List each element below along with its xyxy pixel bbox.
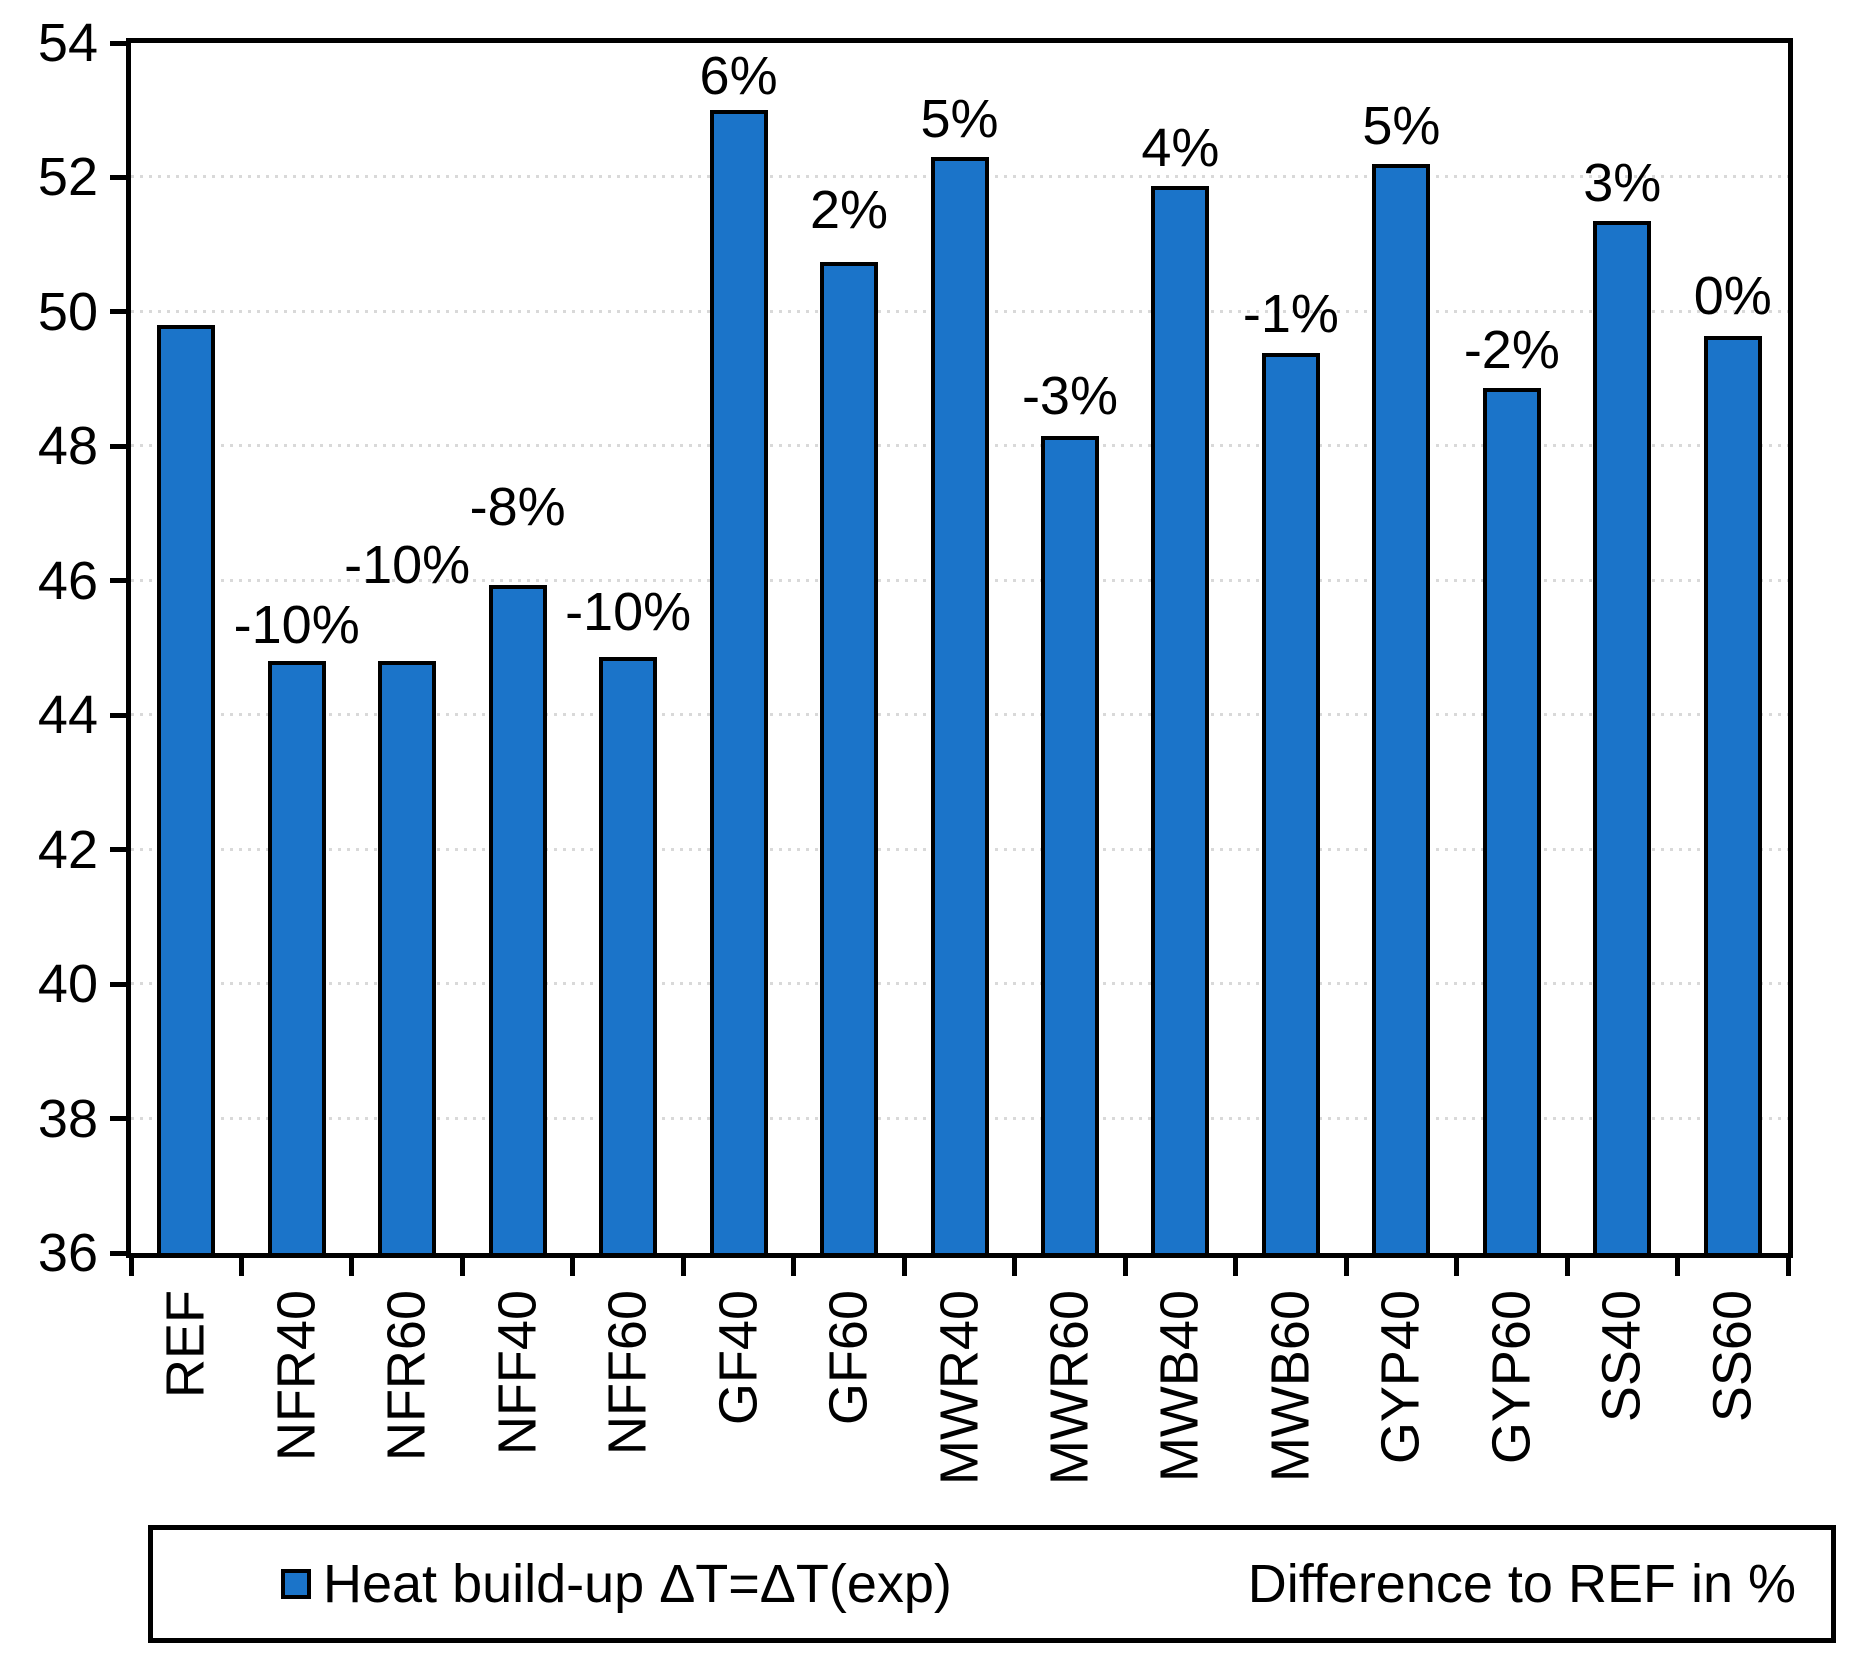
bar-GYP40 xyxy=(1372,164,1431,1253)
bar-label-MWR60: -3% xyxy=(1021,366,1118,427)
x-axis-tick-9 xyxy=(1122,1258,1128,1276)
bar-label-GYP40: 5% xyxy=(1362,96,1441,156)
y-axis-tick-54 xyxy=(110,40,131,46)
x-axis-tick-14 xyxy=(1675,1258,1681,1276)
bar-NFR60 xyxy=(378,661,437,1253)
y-axis-tick-36 xyxy=(110,1250,131,1256)
x-axis-label-MWB60: MWB60 xyxy=(1260,1290,1321,1483)
x-axis-label-NFF60: NFF60 xyxy=(597,1290,658,1456)
bar-label-SS60: 0% xyxy=(1693,266,1772,327)
bar-label-MWB40: 4% xyxy=(1141,117,1220,178)
x-axis-label-SS40: SS40 xyxy=(1591,1290,1652,1423)
x-axis-tick-4 xyxy=(570,1258,576,1276)
y-axis-tick-50 xyxy=(110,309,131,315)
bar-NFF40 xyxy=(488,585,547,1253)
x-axis-tick-0 xyxy=(128,1258,134,1276)
y-axis-label-44: 44 xyxy=(37,685,98,746)
x-axis-label-NFR40: NFR40 xyxy=(266,1290,327,1462)
bar-label-MWR40: 5% xyxy=(920,89,999,150)
x-axis-label-NFF40: NFF40 xyxy=(487,1290,548,1456)
x-axis-label-MWR40: MWR40 xyxy=(929,1290,990,1486)
x-axis-tick-10 xyxy=(1233,1258,1239,1276)
bar-label-MWB60: -1% xyxy=(1242,283,1339,344)
x-axis-tick-5 xyxy=(680,1258,686,1276)
y-axis-label-46: 46 xyxy=(37,550,98,611)
legend-series-entry: Heat build-up ΔT=ΔT(exp) xyxy=(281,1553,952,1615)
bar-MWB60 xyxy=(1261,352,1320,1253)
y-axis-label-48: 48 xyxy=(37,416,98,477)
legend: Heat build-up ΔT=ΔT(exp) Difference to R… xyxy=(148,1525,1836,1643)
x-axis-label-GYP40: GYP40 xyxy=(1371,1290,1432,1465)
bar-MWB40 xyxy=(1151,185,1210,1253)
bar-MWR60 xyxy=(1040,436,1099,1253)
x-axis-tick-2 xyxy=(349,1258,355,1276)
y-axis-tick-42 xyxy=(110,847,131,853)
bar-label-NFR60: -10% xyxy=(344,535,471,596)
x-axis-tick-3 xyxy=(459,1258,465,1276)
bar-label-NFF60: -10% xyxy=(565,581,692,642)
x-axis-label-GF60: GF60 xyxy=(818,1290,879,1426)
legend-series-swatch-icon xyxy=(281,1569,311,1599)
x-axis-label-REF: REF xyxy=(155,1290,216,1398)
x-axis-tick-7 xyxy=(901,1258,907,1276)
bar-NFR40 xyxy=(267,661,326,1253)
y-axis-label-54: 54 xyxy=(37,13,98,73)
y-axis-label-36: 36 xyxy=(37,1223,98,1283)
x-axis-label-MWR60: MWR60 xyxy=(1039,1290,1100,1486)
bar-REF xyxy=(157,325,216,1253)
x-axis-tick-6 xyxy=(791,1258,797,1276)
x-axis-label-MWB40: MWB40 xyxy=(1150,1290,1211,1483)
x-axis-tick-11 xyxy=(1343,1258,1349,1276)
bar-label-NFF40: -8% xyxy=(469,477,566,538)
x-axis-tick-1 xyxy=(238,1258,244,1276)
y-axis-label-38: 38 xyxy=(37,1088,98,1149)
x-axis-label-SS60: SS60 xyxy=(1702,1290,1763,1423)
x-axis-tick-13 xyxy=(1564,1258,1570,1276)
y-axis-label-50: 50 xyxy=(37,281,98,342)
bar-label-GF60: 2% xyxy=(810,180,889,241)
y-axis-tick-44 xyxy=(110,712,131,718)
y-axis-tick-46 xyxy=(110,578,131,584)
y-axis-tick-40 xyxy=(110,981,131,987)
plot-area xyxy=(126,38,1793,1258)
legend-series-label: Heat build-up ΔT=ΔT(exp) xyxy=(323,1554,952,1614)
bar-GF60 xyxy=(820,262,879,1253)
y-axis-tick-48 xyxy=(110,443,131,449)
x-axis-label-GF40: GF40 xyxy=(708,1290,769,1426)
bar-MWR40 xyxy=(930,157,989,1253)
x-axis-tick-15 xyxy=(1785,1258,1791,1276)
bar-GF40 xyxy=(709,110,768,1253)
x-axis-label-GYP60: GYP60 xyxy=(1481,1290,1542,1465)
bar-label-NFR40: -10% xyxy=(233,595,360,656)
bar-label-GF40: 6% xyxy=(699,46,778,107)
bar-label-GYP60: -2% xyxy=(1463,319,1560,380)
y-axis-tick-38 xyxy=(110,1116,131,1122)
y-axis-label-42: 42 xyxy=(37,819,98,880)
bar-label-SS40: 3% xyxy=(1583,153,1662,214)
bar-GYP60 xyxy=(1482,387,1541,1253)
x-axis-tick-8 xyxy=(1012,1258,1018,1276)
x-axis-label-NFR60: NFR60 xyxy=(376,1290,437,1462)
x-axis-tick-12 xyxy=(1454,1258,1460,1276)
y-axis-label-40: 40 xyxy=(37,954,98,1015)
bar-NFF60 xyxy=(599,656,658,1253)
y-axis-label-52: 52 xyxy=(37,147,98,208)
bar-SS40 xyxy=(1593,221,1652,1253)
y-axis-tick-52 xyxy=(110,174,131,180)
legend-difference-label: Difference to REF in % xyxy=(1247,1554,1796,1614)
bar-SS60 xyxy=(1703,336,1762,1253)
